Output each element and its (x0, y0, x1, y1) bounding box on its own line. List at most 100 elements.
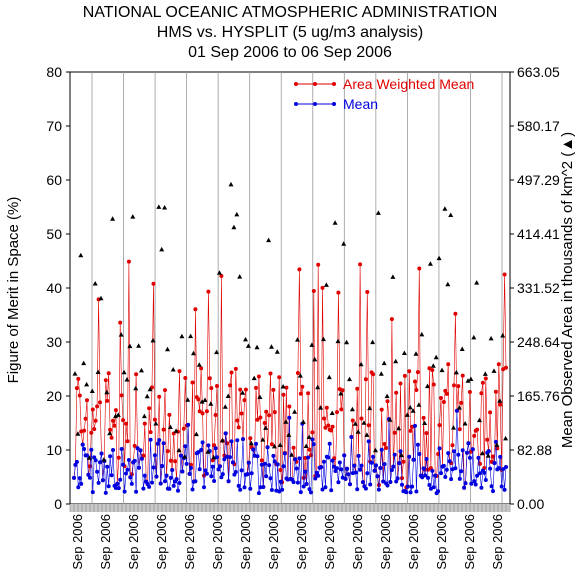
mean-point (291, 480, 296, 485)
mean-point (264, 474, 269, 479)
mean-point (388, 480, 393, 484)
mean-point (137, 465, 141, 470)
mean-point (375, 474, 380, 479)
area-weighted-mean-point (132, 443, 137, 448)
area-weighted-mean-point (228, 383, 232, 388)
area-weighted-mean-point (392, 430, 397, 435)
mean-point (118, 477, 123, 482)
observed-area-point (468, 376, 474, 381)
area-weighted-mean-point (453, 311, 458, 316)
chart-title-block: NATIONAL OCEANIC ATMOSPHERIC ADMINISTRAT… (83, 4, 498, 61)
mean-point (199, 448, 204, 452)
observed-area-point (254, 344, 260, 350)
mean-point (313, 476, 318, 481)
observed-area-point (445, 281, 451, 287)
series-mean (72, 408, 508, 496)
observed-area-point (193, 431, 199, 437)
mean-point (275, 462, 280, 467)
mean-point (400, 482, 404, 487)
area-weighted-mean-point (424, 431, 429, 436)
mean-point (282, 451, 287, 456)
legend-label: Area Weighted Mean (343, 76, 474, 92)
area-weighted-mean-point (83, 416, 88, 421)
observed-area-point (355, 429, 361, 434)
mean-point (141, 486, 146, 491)
observed-area-point (427, 261, 433, 266)
area-weighted-mean-point (165, 449, 170, 454)
mean-point (154, 474, 159, 479)
y-left-tick-label: 80 (46, 64, 62, 80)
mean-point (359, 463, 364, 468)
mean-point (498, 454, 503, 459)
area-weighted-mean-point (258, 415, 263, 420)
area-weighted-mean-point (300, 384, 305, 389)
area-weighted-mean-point (189, 462, 193, 467)
observed-area-point (237, 274, 243, 279)
area-weighted-mean-point (271, 387, 276, 392)
x-tick-label: Sep 2006 (462, 514, 477, 570)
area-weighted-mean-point (113, 408, 118, 413)
mean-point (382, 462, 387, 467)
mean-point (361, 480, 365, 485)
observed-area-point (488, 335, 494, 341)
legend-marker (332, 82, 336, 86)
observed-area-point (219, 437, 225, 443)
area-weighted-mean-point (272, 410, 277, 415)
mean-point (105, 464, 110, 469)
x-tick-label: Sep 2006 (294, 514, 309, 570)
mean-point (167, 486, 172, 491)
observed-area-point (456, 405, 462, 410)
chart-title-line: HMS vs. HYSPLIT (5 ug/m3 analysis) (157, 24, 423, 41)
area-weighted-mean-point (298, 391, 303, 396)
mean-point (459, 469, 464, 474)
area-weighted-mean-point (207, 376, 212, 381)
area-weighted-mean-point (152, 417, 157, 422)
observed-area-point (485, 453, 491, 458)
area-weighted-mean-point (235, 418, 240, 423)
area-weighted-mean-point (479, 391, 484, 396)
mean-point (371, 454, 376, 459)
mean-point (176, 488, 180, 493)
area-weighted-mean-point (204, 409, 209, 414)
mean-point (148, 437, 153, 442)
area-weighted-mean-point (363, 377, 368, 382)
mean-point (391, 464, 396, 469)
mean-point (395, 476, 400, 481)
observed-area-point (81, 360, 87, 366)
mean-point (95, 469, 100, 474)
mean-point (374, 463, 378, 468)
mean-point (204, 471, 209, 476)
observed-area-point (381, 360, 387, 366)
mean-point (189, 465, 193, 470)
mean-point (106, 484, 111, 489)
mean-point (378, 466, 383, 470)
area-weighted-mean-point (77, 393, 82, 398)
observed-area-point (367, 405, 373, 411)
observed-area-point (318, 405, 324, 410)
mean-point (150, 480, 154, 485)
mean-point (294, 466, 299, 471)
observed-area-point (115, 412, 121, 417)
y-right-tick-label: 580.17 (517, 118, 560, 134)
mean-point (233, 470, 238, 474)
observed-area-point (107, 430, 113, 436)
area-weighted-mean-point (366, 423, 371, 428)
area-weighted-mean-point (278, 468, 283, 472)
area-weighted-mean-point (256, 374, 261, 379)
mean-point (116, 486, 121, 491)
area-weighted-mean-point (384, 446, 389, 450)
x-tick-label: Sep 2006 (210, 514, 225, 570)
observed-area-point (297, 373, 303, 378)
area-weighted-mean-point (427, 366, 432, 371)
area-weighted-mean-point (430, 368, 435, 373)
mean-point (437, 446, 442, 451)
mean-point (89, 447, 94, 452)
mean-point (353, 470, 358, 475)
mean-point (355, 487, 360, 492)
mean-point (142, 473, 147, 478)
mean-point (258, 485, 263, 490)
mean-point (223, 431, 228, 436)
area-weighted-mean-point (359, 416, 364, 421)
area-weighted-mean-point (322, 416, 326, 421)
